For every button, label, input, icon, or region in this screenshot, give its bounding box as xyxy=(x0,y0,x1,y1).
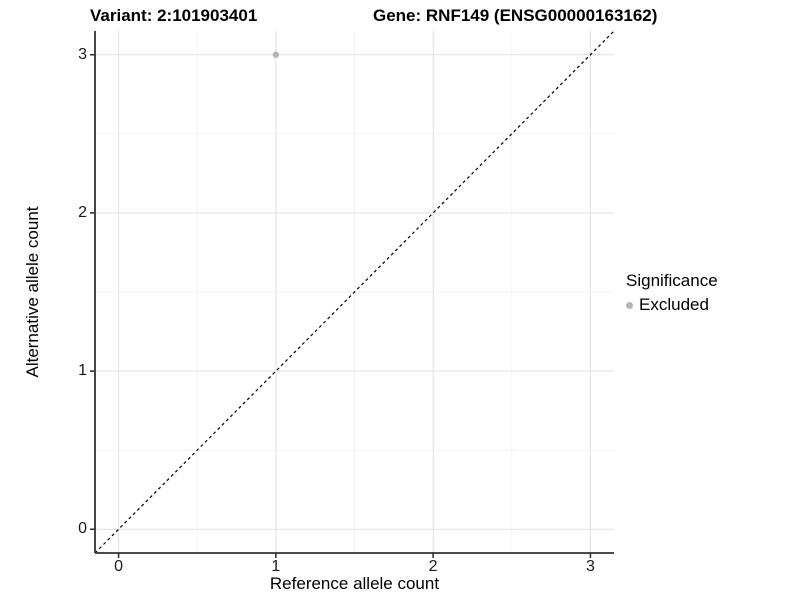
gene-title: Gene: RNF149 (ENSG00000163162) xyxy=(373,6,658,25)
y-tick-label: 1 xyxy=(78,362,87,380)
x-tick-label: 0 xyxy=(114,558,124,575)
y-tick-label: 2 xyxy=(78,203,87,221)
y-axis-title: Alternative allele count xyxy=(23,206,42,378)
legend-item: Excluded xyxy=(626,295,718,315)
y-tick-label: 3 xyxy=(78,45,87,63)
legend-title: Significance xyxy=(626,271,718,290)
data-point xyxy=(272,51,280,58)
y-tick-label: 0 xyxy=(78,520,87,538)
x-tick-label: 3 xyxy=(585,558,595,575)
x-tick-label: 1 xyxy=(271,558,281,575)
legend-marker-icon xyxy=(626,301,633,309)
identity-line xyxy=(94,30,615,554)
x-tick-label: 2 xyxy=(428,558,438,575)
variant-title: Variant: 2:101903401 xyxy=(90,6,258,25)
legend-items: Excluded xyxy=(626,295,718,315)
legend: Significance Excluded xyxy=(626,271,718,315)
x-axis-title: Reference allele count xyxy=(269,574,440,593)
legend-label: Excluded xyxy=(639,295,709,314)
